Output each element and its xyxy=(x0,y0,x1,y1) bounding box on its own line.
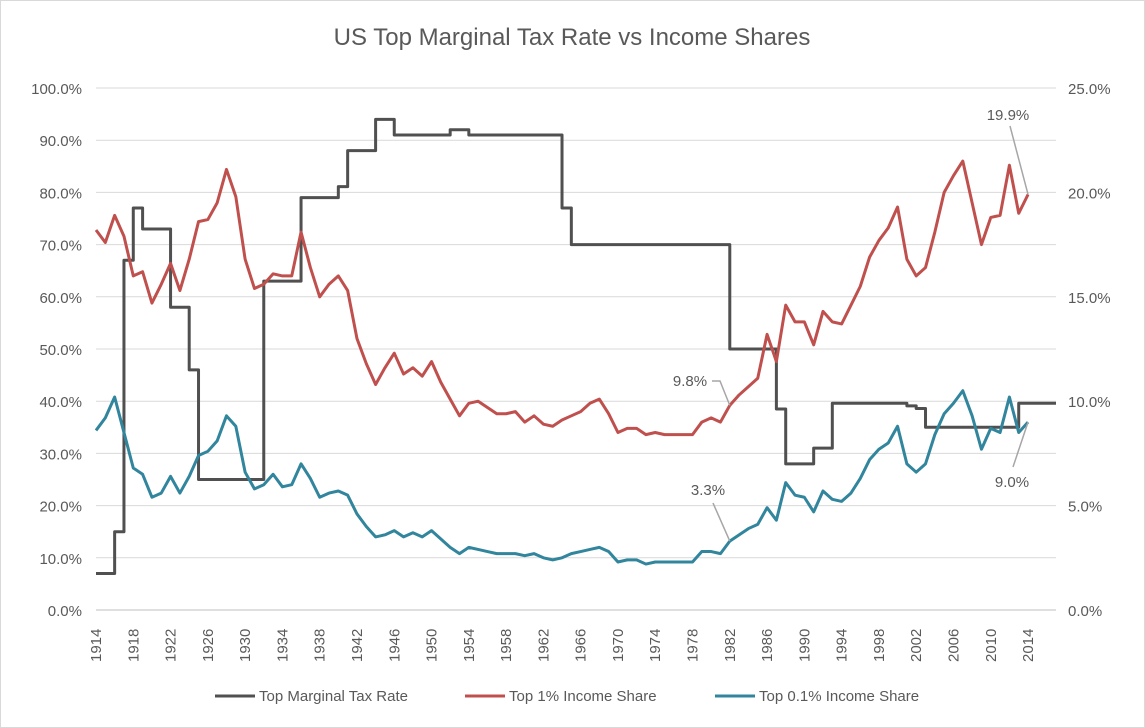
right-axis-ticks: 0.0% 5.0% 10.0% 15.0% 20.0% 25.0% xyxy=(1068,81,1111,620)
x-tick-label: 1978 xyxy=(685,629,702,662)
right-tick-label: 25.0% xyxy=(1068,81,1111,98)
x-tick-label: 1962 xyxy=(535,629,552,662)
x-tick-label: 1926 xyxy=(200,629,217,662)
x-tick-label: 1922 xyxy=(163,629,180,662)
left-tick-label: 80.0% xyxy=(39,185,82,202)
x-tick-label: 1966 xyxy=(573,629,590,662)
x-axis-ticks: 1914 1918 1922 1926 1930 1934 1938 1942 1946 1950… xyxy=(88,629,1037,662)
right-tick-label: 0.0% xyxy=(1068,603,1102,620)
x-tick-label: 1950 xyxy=(424,629,441,662)
annotation-leader xyxy=(712,502,731,542)
left-axis-ticks: 0.0% 10.0% 20.0% 30.0% 40.0% 50.0% 60.0% 70.0% 8… xyxy=(31,81,82,620)
series-line-0 xyxy=(96,117,1056,575)
x-tick-label: 1938 xyxy=(312,629,329,662)
series-line-2 xyxy=(94,389,1030,566)
x-tick-label: 1982 xyxy=(722,629,739,662)
left-tick-label: 70.0% xyxy=(39,238,82,255)
annotation-label: 9.8% xyxy=(673,373,707,390)
x-tick-label: 1954 xyxy=(461,629,478,662)
annotation-label: 9.0% xyxy=(995,474,1029,491)
right-tick-label: 10.0% xyxy=(1068,394,1111,411)
left-tick-label: 100.0% xyxy=(31,81,82,98)
x-tick-label: 1990 xyxy=(796,629,813,662)
annotation-leader xyxy=(712,380,731,406)
annotation-label: 3.3% xyxy=(691,482,725,499)
left-tick-label: 90.0% xyxy=(39,133,82,150)
x-tick-label: 1930 xyxy=(237,629,254,662)
left-tick-label: 40.0% xyxy=(39,394,82,411)
annotations: 19.9% 9.8% 3.3% 9.0% xyxy=(673,107,1030,542)
x-tick-label: 1970 xyxy=(610,629,627,662)
gridlines xyxy=(96,87,1056,611)
annotation-leader xyxy=(1012,421,1029,468)
chart-title: US Top Marginal Tax Rate vs Income Share… xyxy=(334,24,811,51)
legend-label: Top Marginal Tax Rate xyxy=(259,688,408,705)
x-tick-label: 1946 xyxy=(386,629,403,662)
left-tick-label: 10.0% xyxy=(39,551,82,568)
annotation-label: 19.9% xyxy=(987,107,1030,124)
x-tick-label: 1994 xyxy=(834,629,851,662)
x-tick-label: 1974 xyxy=(647,629,664,662)
left-tick-label: 0.0% xyxy=(48,603,82,620)
legend: Top Marginal Tax Rate Top 1% Income Share… xyxy=(215,688,919,705)
legend-label: Top 1% Income Share xyxy=(509,688,657,705)
right-tick-label: 5.0% xyxy=(1068,499,1102,516)
x-tick-label: 1934 xyxy=(274,629,291,662)
x-tick-label: 1958 xyxy=(498,629,515,662)
x-tick-label: 2010 xyxy=(983,629,1000,662)
x-tick-label: 1914 xyxy=(88,629,105,662)
x-tick-label: 1998 xyxy=(871,629,888,662)
series-line-1 xyxy=(94,159,1030,437)
x-tick-label: 1942 xyxy=(349,629,366,662)
series-lines xyxy=(94,117,1056,575)
right-tick-label: 20.0% xyxy=(1068,185,1111,202)
x-tick-label: 1918 xyxy=(125,629,142,662)
left-tick-label: 30.0% xyxy=(39,446,82,463)
x-tick-label: 2014 xyxy=(1020,629,1037,662)
x-tick-label: 1986 xyxy=(759,629,776,662)
left-tick-label: 50.0% xyxy=(39,342,82,359)
legend-label: Top 0.1% Income Share xyxy=(759,688,919,705)
left-tick-label: 60.0% xyxy=(39,290,82,307)
x-tick-label: 2006 xyxy=(945,629,962,662)
left-tick-label: 20.0% xyxy=(39,499,82,516)
right-tick-label: 15.0% xyxy=(1068,290,1111,307)
x-tick-label: 2002 xyxy=(908,629,925,662)
annotation-leader xyxy=(1009,125,1029,195)
